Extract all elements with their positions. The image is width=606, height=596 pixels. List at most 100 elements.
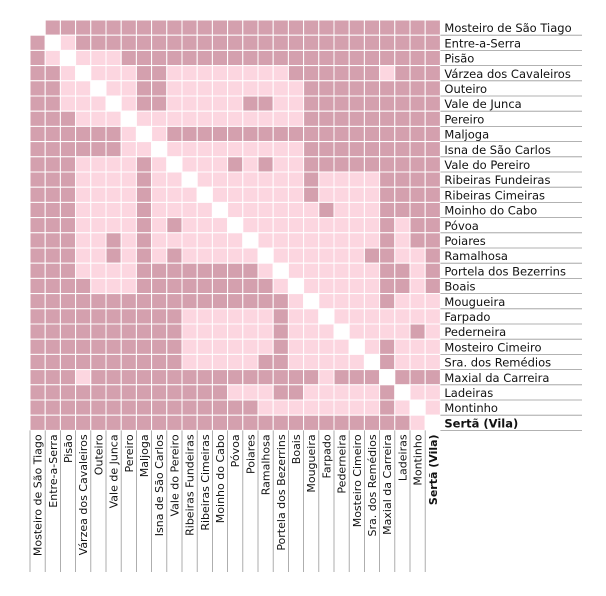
heatmap-cell (44, 323, 61, 340)
heatmap-cell (394, 186, 411, 203)
heatmap-cell (166, 353, 183, 371)
heatmap-cell (394, 338, 411, 355)
heatmap-cell (333, 65, 350, 82)
heatmap-cell (363, 19, 381, 36)
heatmap-cell (242, 95, 259, 112)
heatmap-cell (333, 262, 350, 279)
heatmap-cell (181, 186, 198, 203)
heatmap-cell (135, 19, 153, 36)
heatmap-cell (242, 414, 259, 431)
heatmap-cell (333, 369, 350, 386)
heatmap-cell (272, 262, 289, 279)
heatmap-cell (409, 308, 426, 325)
heatmap-cell (44, 293, 61, 310)
heatmap-cell (181, 156, 198, 173)
heatmap-cell (196, 201, 213, 219)
heatmap-cell (363, 186, 381, 203)
heatmap-cell (44, 247, 61, 264)
heatmap-cell (105, 384, 122, 401)
heatmap-cell (166, 34, 183, 51)
heatmap-cell (75, 414, 92, 431)
heatmap-cell (379, 262, 396, 279)
heatmap-cell (151, 308, 168, 325)
heatmap-cell (394, 49, 411, 67)
heatmap-cell (59, 49, 77, 67)
heatmap-cell (333, 293, 350, 310)
heatmap-cell (181, 247, 198, 264)
heatmap-cell (379, 201, 396, 219)
heatmap-cell (424, 125, 441, 143)
heatmap-cell (166, 95, 183, 112)
heatmap-cell (120, 34, 137, 51)
heatmap-cell (272, 232, 289, 249)
heatmap-cell (120, 232, 137, 249)
heatmap-cell (227, 80, 244, 97)
heatmap-cell (120, 95, 137, 112)
heatmap-cell (44, 369, 61, 386)
heatmap-cell (166, 323, 183, 340)
heatmap-cell (151, 293, 168, 310)
heatmap-cell (257, 369, 274, 386)
heatmap-cell (287, 110, 305, 127)
heatmap-cell (272, 80, 289, 97)
heatmap-cell (379, 414, 396, 431)
heatmap-cell (196, 141, 213, 158)
heatmap-cell (379, 110, 396, 127)
heatmap-cell (287, 353, 305, 371)
heatmap-cell (44, 125, 61, 143)
heatmap-cell (318, 95, 335, 112)
row-label: Ladeiras (444, 386, 493, 400)
heatmap-cell (227, 323, 244, 340)
heatmap-cell (287, 338, 305, 355)
heatmap-cell (75, 232, 92, 249)
heatmap-cell (409, 414, 426, 431)
column-label: Poiares (244, 434, 257, 474)
heatmap-cell (409, 141, 426, 158)
heatmap-cell (318, 293, 335, 310)
heatmap-cell (363, 141, 381, 158)
heatmap-cell (181, 201, 198, 219)
heatmap-cell (303, 277, 320, 295)
heatmap-cell (303, 95, 320, 112)
heatmap-cell (166, 49, 183, 67)
heatmap-cell (287, 186, 305, 203)
heatmap-cell (75, 262, 92, 279)
heatmap-cell (272, 19, 289, 36)
heatmap-cell (333, 217, 350, 234)
heatmap-cell (29, 338, 46, 355)
heatmap-cell (379, 247, 396, 264)
heatmap-cell (105, 247, 122, 264)
heatmap-cell (44, 399, 61, 416)
heatmap-cell (59, 384, 77, 401)
heatmap-cell (75, 19, 92, 36)
heatmap-cell (196, 277, 213, 295)
heatmap-cell (196, 186, 213, 203)
heatmap-cell (166, 384, 183, 401)
heatmap-cell (348, 414, 365, 431)
row-label: Farpado (444, 310, 490, 324)
heatmap-cell (211, 110, 229, 127)
heatmap-cell (211, 95, 229, 112)
row-label: Poiares (444, 234, 485, 248)
heatmap-cell (211, 171, 229, 188)
heatmap-cell (394, 19, 411, 36)
heatmap-cell (166, 308, 183, 325)
heatmap-cell (272, 65, 289, 82)
heatmap-cell (181, 110, 198, 127)
heatmap-cell (394, 110, 411, 127)
heatmap-cell (29, 80, 46, 97)
heatmap-cell (363, 338, 381, 355)
heatmap-cell (29, 217, 46, 234)
heatmap-cell (105, 262, 122, 279)
heatmap-cell (333, 414, 350, 431)
heatmap-cell (90, 125, 107, 143)
heatmap-cell (75, 65, 92, 82)
heatmap-cell (166, 262, 183, 279)
heatmap-cell (151, 125, 168, 143)
heatmap-cell (348, 19, 365, 36)
heatmap-cell (120, 186, 137, 203)
heatmap-cell (379, 49, 396, 67)
heatmap-cell (120, 49, 137, 67)
heatmap-cell (196, 217, 213, 234)
heatmap-cell (348, 262, 365, 279)
